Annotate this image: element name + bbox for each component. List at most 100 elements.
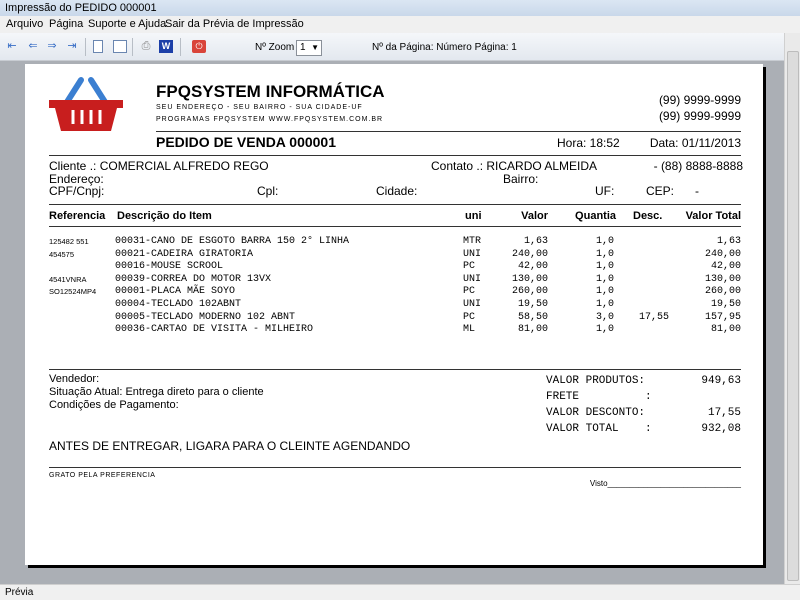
client-name: Cliente .: COMERCIAL ALFREDO REGO [49,159,269,173]
company-site: PROGRAMAS FPQSYSTEM WWW.FPQSYSTEM.COM.BR [156,116,384,123]
total-value: 949,63 [701,375,741,387]
previous-page-icon[interactable]: ⇐ [28,40,38,52]
header-quantia: Quantia [575,210,616,222]
cell-total: 157,95 [704,311,741,323]
cell-uni: PC [463,286,476,298]
zoom-label: Nº Zoom [255,42,295,53]
menu-pagina[interactable]: Página [49,18,84,30]
cell-total: 19,50 [710,299,741,310]
cell-disc: 17,55 [638,311,669,323]
cell-ref: 454575 [49,249,75,259]
company-address: SEU ENDEREÇO - SEU BAIRRO - SUA CIDADE-U… [156,104,363,111]
cell-ref: SO12524MP4 [49,287,97,297]
cell-uni: UNI [463,299,482,310]
chevron-down-icon: ▼ [311,43,319,52]
visto-signature: Visto______________________________ [589,479,741,488]
company-phone-1: (99) 9999-9999 [658,93,741,107]
scrollbar-thumb[interactable] [787,51,799,581]
total-value: 932,08 [701,423,741,435]
cell-qtd: 1,0 [595,286,614,298]
cell-desc: 00001-PLACA MÃE SOYO [115,286,236,298]
cell-desc: 00031-CANO DE ESGOTO BARRA 150 2° LINHA [115,236,350,247]
header-uni: uni [465,210,482,222]
client-contact: Contato .: RICARDO ALMEIDA [431,159,598,173]
header-desc: Desc. [633,210,663,222]
total-label: VALOR DESCONTO: [546,407,646,419]
cell-total: 81,00 [710,324,741,336]
page-number-label: Nº da Página: Número Página: 1 [372,42,517,53]
cell-qtd: 1,0 [595,236,614,247]
cell-desc: 00021-CADEIRA GIRATORIA [115,248,254,260]
cell-uni: UNI [463,273,482,285]
last-page-icon[interactable]: ⇥ [67,40,77,52]
cell-total: 260,00 [704,286,741,298]
client-uf: UF: [595,184,615,198]
cell-total: 42,00 [710,261,741,273]
cell-valor: 19,50 [517,299,548,310]
cell-desc: 00004-TECLADO 102ABNT [115,299,242,310]
header-descricao: Descrição do Item [117,210,212,222]
menu-suporte[interactable]: Suporte e Ajuda [88,18,167,30]
menu-arquivo[interactable]: Arquivo [6,18,44,30]
vertical-scrollbar[interactable] [784,33,800,584]
cell-ref: 125482 551 [49,237,89,246]
two-pages-icon[interactable] [113,40,127,53]
client-cpl: Cpl: [257,184,279,198]
order-date: Data: 01/11/2013 [649,136,741,150]
close-preview-icon[interactable]: ⏻ [192,40,206,53]
cell-qtd: 1,0 [595,299,614,310]
cell-valor: 1,63 [523,236,548,247]
cell-uni: ML [463,324,476,336]
cell-qtd: 1,0 [595,324,614,336]
cell-qtd: 1,0 [595,261,614,273]
window-title: Impressão do PEDIDO 000001 [0,0,800,16]
status-bar: Prévia [0,584,800,600]
client-cep: CEP: [646,184,675,198]
single-page-icon[interactable] [93,40,103,53]
cell-valor: 81,00 [517,324,548,336]
menu-sair-previa[interactable]: Sair da Prévia de Impressão [165,18,304,30]
observation: ANTES DE ENTREGAR, LIGARA PARA O CLEINTE… [49,439,411,453]
client-cpf: CPF/Cnpj: [49,184,105,198]
header-valor: Valor [521,210,548,222]
cell-qtd: 3,0 [595,311,614,323]
client-bairro: Bairro: [503,172,539,186]
grato: GRATO PELA PREFERENCIA [49,472,156,479]
first-page-icon[interactable]: ⇤ [7,40,17,52]
client-phone: - (88) 8888-8888 [653,159,743,173]
cell-total: 1,63 [716,236,741,247]
cell-valor: 130,00 [511,273,548,285]
cell-uni: PC [463,261,476,273]
company-phone-2: (99) 9999-9999 [658,109,741,123]
cell-qtd: 1,0 [595,273,614,285]
cell-desc: 00036-CARTAO DE VISITA - MILHEIRO [115,324,314,336]
print-icon[interactable]: ⎙ [141,40,151,52]
menu-bar: Arquivo Página Suporte e Ajuda Sair da P… [0,16,800,33]
cell-uni: PC [463,311,476,323]
cell-desc: 00039-CORREA DO MOTOR 13VX [115,273,272,285]
cell-valor: 42,00 [517,261,548,273]
header-referencia: Referencia [49,210,106,222]
report-page: FPQSYSTEM INFORMÁTICA SEU ENDEREÇO - SEU… [25,64,763,565]
cell-valor: 260,00 [511,286,548,298]
cell-uni: MTR [463,236,482,247]
total-label: VALOR PRODUTOS: [546,375,646,387]
total-value: 17,55 [707,407,741,419]
cell-desc: 00016-MOUSE SCROOL [115,261,224,273]
cell-ref: 4541VNRA [49,274,87,284]
next-page-icon[interactable]: ⇒ [47,40,57,52]
cell-total: 130,00 [704,273,741,285]
company-name: FPQSYSTEM INFORMÁTICA [156,82,385,101]
condicoes-pagamento: Condições de Pagamento: [49,399,179,411]
client-city: Cidade: [376,184,418,198]
cell-desc: 00005-TECLADO MODERNO 102 ABNT [115,311,296,323]
client-cep-value: - [695,184,699,198]
cell-uni: UNI [463,248,482,260]
word-export-icon[interactable]: W [159,40,173,53]
client-address: Endereço: [49,172,104,186]
situacao: Situação Atual: Entrega direto para o cl… [49,386,264,398]
zoom-select[interactable]: 1 ▼ [296,40,322,56]
header-valor-total: Valor Total [685,210,741,222]
order-time: Hora: 18:52 [557,136,620,150]
cell-qtd: 1,0 [595,248,614,260]
